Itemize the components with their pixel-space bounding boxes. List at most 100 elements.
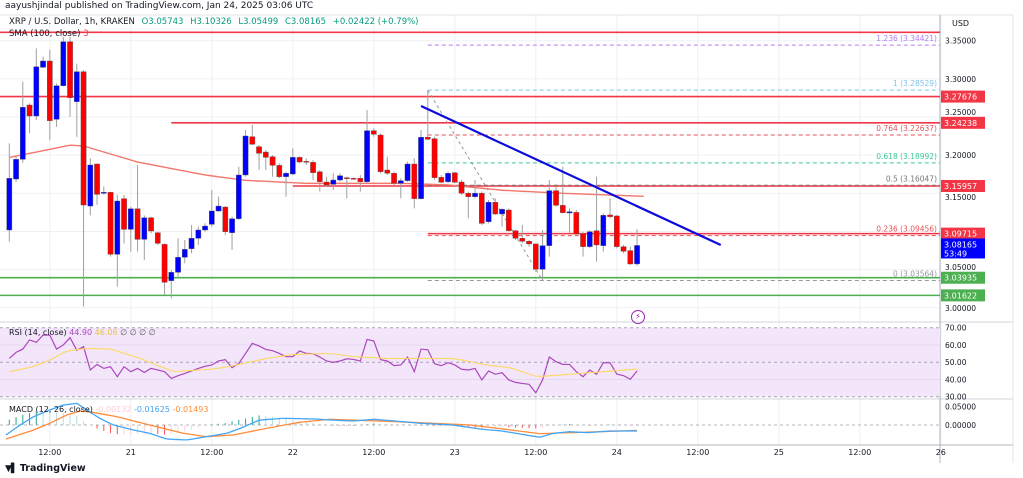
rsi-axis-label: 60.00 xyxy=(945,341,967,350)
candle-down xyxy=(222,206,229,232)
symbol-legend: XRP / U.S. Dollar, 1h, KRAKEN O3.05743 H… xyxy=(9,17,423,27)
price-tag xyxy=(941,179,985,192)
sma-legend[interactable]: SMA (100, close) 3 xyxy=(9,29,89,39)
candle-down xyxy=(533,243,539,270)
macd-signal-line xyxy=(5,410,638,440)
candle-up xyxy=(100,192,107,194)
publish-info: aayushjindal published on TradingView.co… xyxy=(5,1,314,11)
candle-up xyxy=(53,85,60,120)
trendline xyxy=(420,105,722,247)
candle-up xyxy=(6,178,13,231)
candle-down xyxy=(344,177,350,179)
price-tag-label: 3.03935 xyxy=(944,274,977,283)
candle-up xyxy=(634,245,640,265)
candle-down xyxy=(553,190,559,206)
rsi-axis-label: 30.00 xyxy=(945,393,967,402)
time-axis-label: 22 xyxy=(288,448,298,457)
macd-line xyxy=(5,402,638,441)
rsi-ma-value: 46.06 xyxy=(94,328,118,337)
fib-level-label: 1 (3.28529) xyxy=(893,79,937,88)
lightning-event-icon[interactable]: ⚡ xyxy=(631,310,645,324)
descending-trendline xyxy=(420,105,722,247)
candle-up xyxy=(13,159,19,180)
candle-up xyxy=(40,60,46,68)
rsi-ma-line xyxy=(9,347,638,377)
candle-down xyxy=(384,169,391,174)
candle-down xyxy=(458,181,465,194)
candle-up xyxy=(499,209,505,215)
candle-down xyxy=(377,134,384,172)
bar-countdown: 53:49 xyxy=(944,249,967,258)
candle-up xyxy=(175,257,181,273)
time-axis-label: 25 xyxy=(774,448,784,457)
sma-line xyxy=(9,144,644,198)
last-price-tag xyxy=(941,238,985,259)
rsi-axis-label: 70.00 xyxy=(945,324,967,333)
fib-level-label: 0.5 (3.16047) xyxy=(886,174,937,183)
symbol-name[interactable]: XRP / U.S. Dollar, 1h, KRAKEN xyxy=(9,17,135,27)
rsi-legend[interactable]: RSI (14, close) 44.90 46.06 ∅ ∅ ∅ ∅ xyxy=(9,328,156,337)
candle-down xyxy=(526,241,532,245)
candle-down xyxy=(573,212,580,235)
candle-down xyxy=(479,193,485,224)
candle-up xyxy=(445,173,451,182)
candle-down xyxy=(276,165,283,177)
price-axis-label: 3.25000 xyxy=(945,108,976,117)
candle-down xyxy=(506,209,512,231)
price-tag xyxy=(941,227,985,240)
candle-up xyxy=(242,135,249,176)
price-axis-label: 3.15000 xyxy=(945,193,976,202)
candle-down xyxy=(425,137,431,140)
candle-up xyxy=(73,71,80,102)
candle-down xyxy=(371,130,377,135)
candle-up xyxy=(600,215,607,246)
candle-down xyxy=(134,208,141,240)
time-axis-label: 12:00 xyxy=(524,448,547,457)
fib-level-label: 0.618 (3.18992) xyxy=(876,152,937,161)
candle-down xyxy=(249,136,256,145)
candle-down xyxy=(67,41,73,98)
candle-down xyxy=(148,217,154,232)
candle-down xyxy=(350,178,357,180)
candle-down xyxy=(121,198,127,230)
candle-down xyxy=(465,193,472,197)
fib-level-label: 0.236 (3.09456) xyxy=(876,225,937,234)
candle-down xyxy=(154,232,161,244)
candle-up xyxy=(87,164,94,207)
ohlc-open: O3.05743 xyxy=(141,17,184,27)
candle-up xyxy=(472,193,478,197)
candle-down xyxy=(580,233,586,247)
sma-value: 3 xyxy=(83,29,89,39)
time-axis-label: 26 xyxy=(936,448,946,457)
price-change: +0.02422 (+0.79%) xyxy=(332,17,419,27)
price-tag xyxy=(941,90,985,103)
candle-down xyxy=(411,163,418,199)
rsi-line xyxy=(8,334,638,394)
candle-down xyxy=(80,71,87,206)
macd-pane xyxy=(0,402,940,441)
candle-up xyxy=(283,173,289,177)
candle-up xyxy=(127,208,134,230)
time-axis-label: 12:00 xyxy=(38,448,61,457)
rsi-pane xyxy=(0,327,940,398)
macd-signal-value: -0.01493 xyxy=(172,405,209,414)
macd-legend[interactable]: MACD (12, 26, close) -0.00132 -0.01625 -… xyxy=(9,405,208,414)
currency-label: USD xyxy=(952,19,969,28)
candle-up xyxy=(404,163,411,181)
candle-up xyxy=(235,174,242,219)
tradingview-logo[interactable]: ▼▌ TradingView xyxy=(5,463,86,474)
tradingview-logo-mark: ▼▌ xyxy=(5,463,18,474)
price-tag-label: 3.09715 xyxy=(944,230,977,239)
macd-axis-label: 0.05000 xyxy=(945,403,976,412)
time-axis-label: 21 xyxy=(126,448,136,457)
candle-up xyxy=(566,211,573,214)
macd-histogram-value: -0.00132 xyxy=(95,405,132,414)
chart-canvas[interactable]: 1.236 (3.34421) 1 (3.28529) 0.764 (3.22637… xyxy=(0,0,1023,463)
candle-down xyxy=(452,172,458,183)
candle-down xyxy=(47,60,53,121)
candle-up xyxy=(141,217,148,240)
candle-up xyxy=(208,210,215,225)
candle-down xyxy=(256,146,262,154)
candle-up xyxy=(337,175,343,181)
time-axis-label: 12:00 xyxy=(362,448,385,457)
